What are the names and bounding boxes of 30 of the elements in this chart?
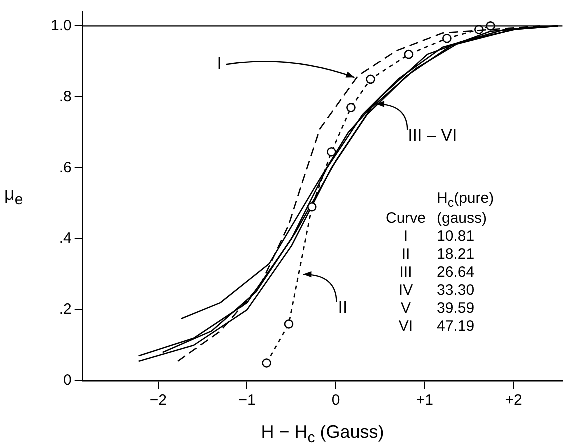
annotation: I xyxy=(402,228,410,245)
annotation: V xyxy=(400,300,412,317)
y-tick-label: .4 xyxy=(59,230,72,248)
annotation: 33.30 xyxy=(437,282,476,299)
x-tick-label: 0 xyxy=(332,392,340,410)
x-tick-label: −2 xyxy=(150,392,167,410)
x-tick-label: +1 xyxy=(416,392,434,410)
annotation: 47.19 xyxy=(437,318,476,335)
annotation: 18.21 xyxy=(437,246,476,263)
y-tick-label: .8 xyxy=(59,88,72,106)
annotation: III – VI xyxy=(408,126,458,146)
annotation: I xyxy=(217,54,222,74)
x-axis-title: H − H$_{c}$ (Gauss) xyxy=(261,422,384,446)
y-tick-label: .6 xyxy=(59,159,72,176)
y-axis-title: μ$_{e}$ xyxy=(4,184,24,209)
y-tick-label: .2 xyxy=(59,301,72,318)
y-tick-label: 1.0 xyxy=(50,17,72,34)
annotation: 39.59 xyxy=(437,300,476,317)
annotation: II xyxy=(338,298,348,318)
annotation: VI xyxy=(398,318,414,335)
y-tick-label: 0 xyxy=(64,372,72,390)
annotation: 26.64 xyxy=(437,264,476,281)
annotation: II xyxy=(400,246,412,263)
annotation: H$_{c}$(pure) (gauss) xyxy=(437,190,496,227)
x-tick-label: +2 xyxy=(505,392,522,410)
annotation: Curve xyxy=(384,210,427,227)
annotation: 10.81 xyxy=(437,228,476,245)
annotation: III xyxy=(398,264,414,281)
annotation: IV xyxy=(398,282,414,299)
x-tick-label: −1 xyxy=(238,392,256,410)
